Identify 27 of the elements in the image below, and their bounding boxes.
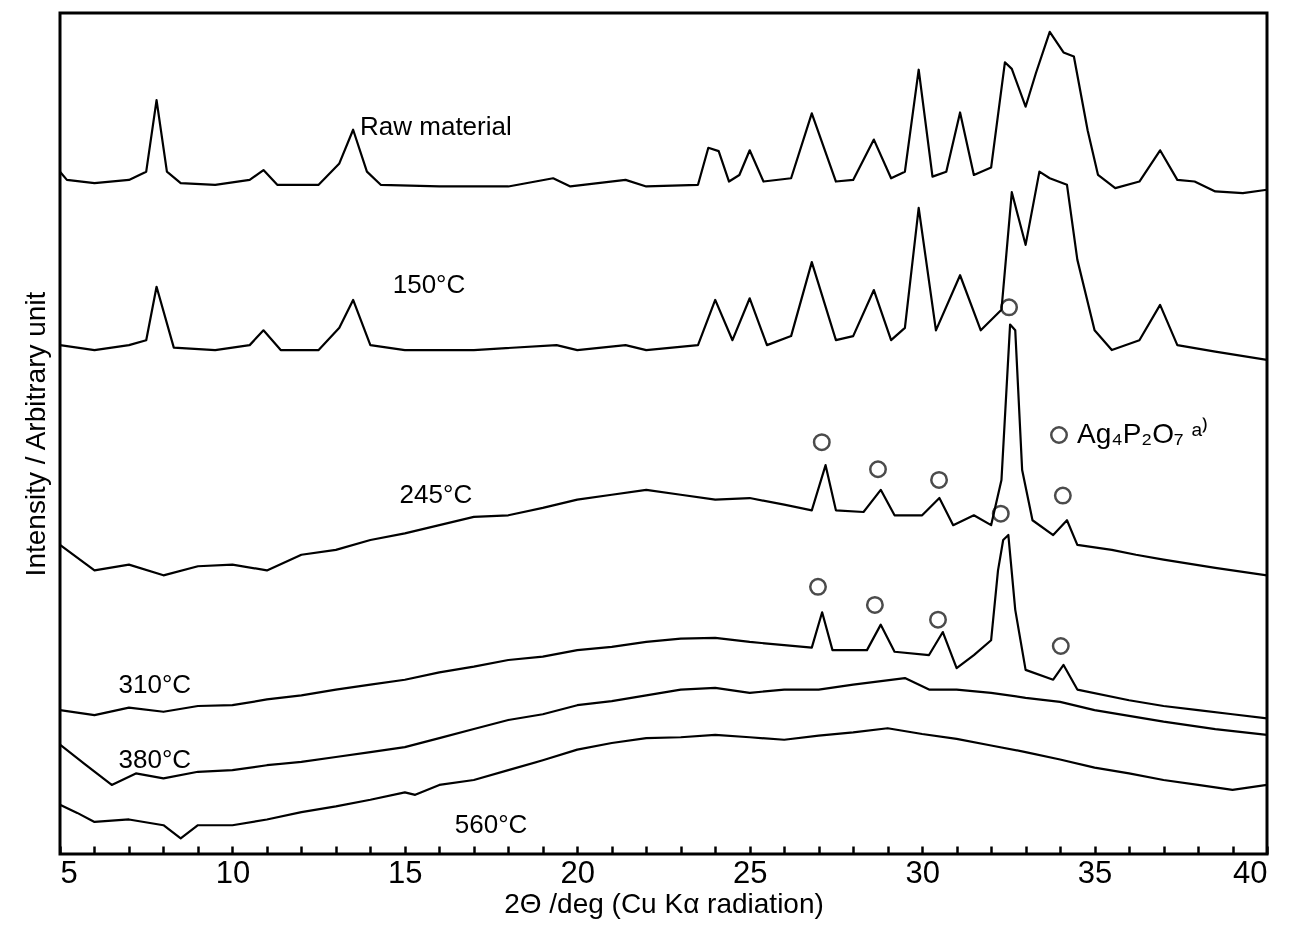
series-label: 560°C [454, 809, 528, 840]
point [929, 610, 947, 629]
y-axis-title: Intensity / Arbitrary unit [19, 291, 51, 577]
x-tick-label: 40 [1233, 854, 1268, 890]
x-tick-label: 15 [388, 854, 423, 890]
point [812, 433, 831, 452]
series-label: 245°C [399, 478, 473, 509]
x-tick-label: 20 [560, 854, 596, 890]
x-tick-label: 30 [905, 854, 940, 890]
series-label: 150°C [392, 269, 466, 300]
point [991, 504, 1010, 523]
point [930, 470, 949, 489]
x-tick-label: 25 [732, 854, 768, 890]
point [1051, 637, 1070, 655]
x-tick-label: 10 [215, 854, 251, 890]
point [865, 595, 884, 614]
series-label: Raw material [360, 111, 512, 142]
point [809, 577, 827, 596]
series-label: 310°C [118, 668, 192, 699]
series-label: 380°C [118, 744, 192, 775]
x-tick-label: 5 [60, 854, 78, 890]
point [1000, 298, 1019, 317]
x-axis-title: 2Θ /deg (Cu Kα radiation) [504, 887, 824, 919]
legend-label: Ag₄P₂O₇ ᵃ⁾ [1077, 417, 1208, 449]
point [869, 460, 887, 479]
point [1053, 486, 1072, 505]
x-tick-label: 35 [1077, 854, 1113, 890]
